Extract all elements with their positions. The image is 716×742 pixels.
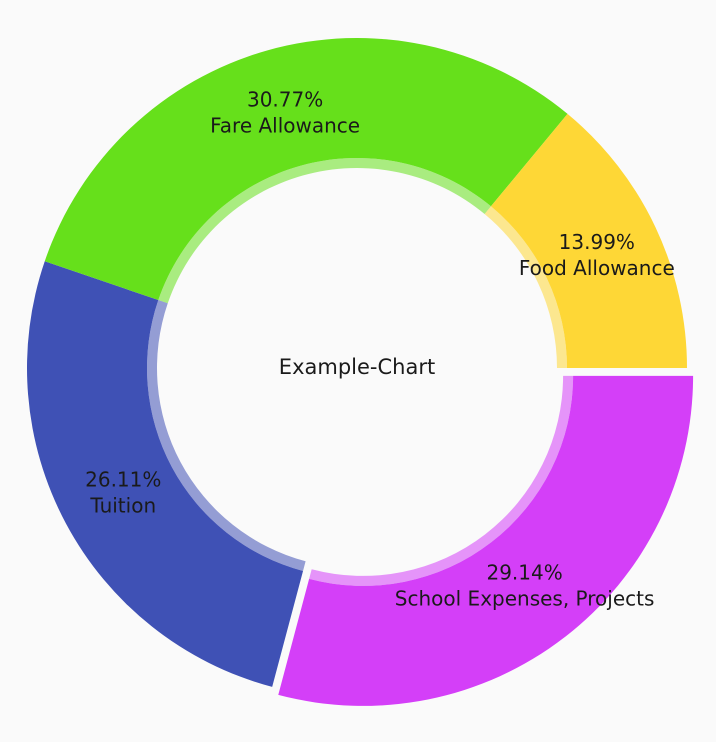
slice-inner-band-food-allowance xyxy=(484,206,567,368)
slice-tuition[interactable] xyxy=(26,261,304,687)
slice-percent-label-fare-allowance: 30.77% xyxy=(247,87,323,111)
slice-percent-label-school-expenses-projects: 29.14% xyxy=(486,561,562,585)
slice-category-label-food-allowance: Food Allowance xyxy=(519,256,675,280)
slice-category-label-school-expenses-projects: School Expenses, Projects xyxy=(395,587,655,611)
slice-fare-allowance[interactable] xyxy=(44,37,568,301)
center-label: Example-Chart xyxy=(279,355,435,379)
slice-category-label-fare-allowance: Fare Allowance xyxy=(210,113,360,137)
slice-category-label-tuition: Tuition xyxy=(89,493,156,517)
slice-percent-label-tuition: 26.11% xyxy=(85,467,161,491)
slice-school-expenses-projects[interactable] xyxy=(278,375,694,706)
slice-inner-band-fare-allowance xyxy=(158,158,491,304)
slice-food-allowance[interactable] xyxy=(490,113,687,368)
labels-layer: 29.14%School Expenses, Projects 26.11%Tui… xyxy=(85,87,675,610)
slices-layer xyxy=(26,37,694,706)
slice-percent-label-food-allowance: 13.99% xyxy=(559,230,635,254)
